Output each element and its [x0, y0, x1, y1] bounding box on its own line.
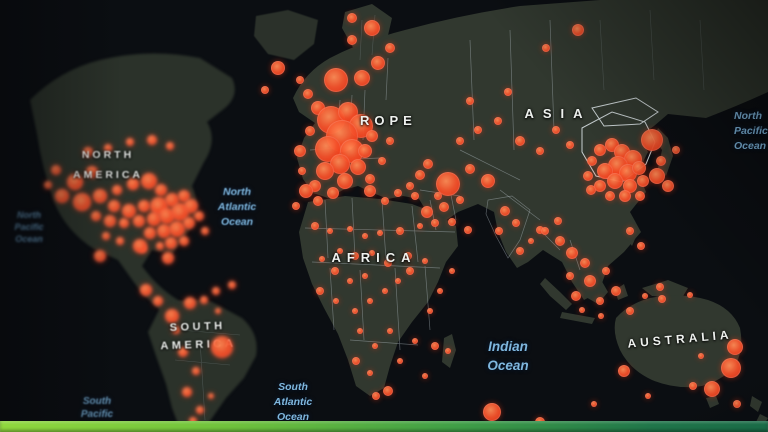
outbreak-bubble[interactable]: [211, 336, 233, 358]
accent-bar: [0, 421, 768, 432]
